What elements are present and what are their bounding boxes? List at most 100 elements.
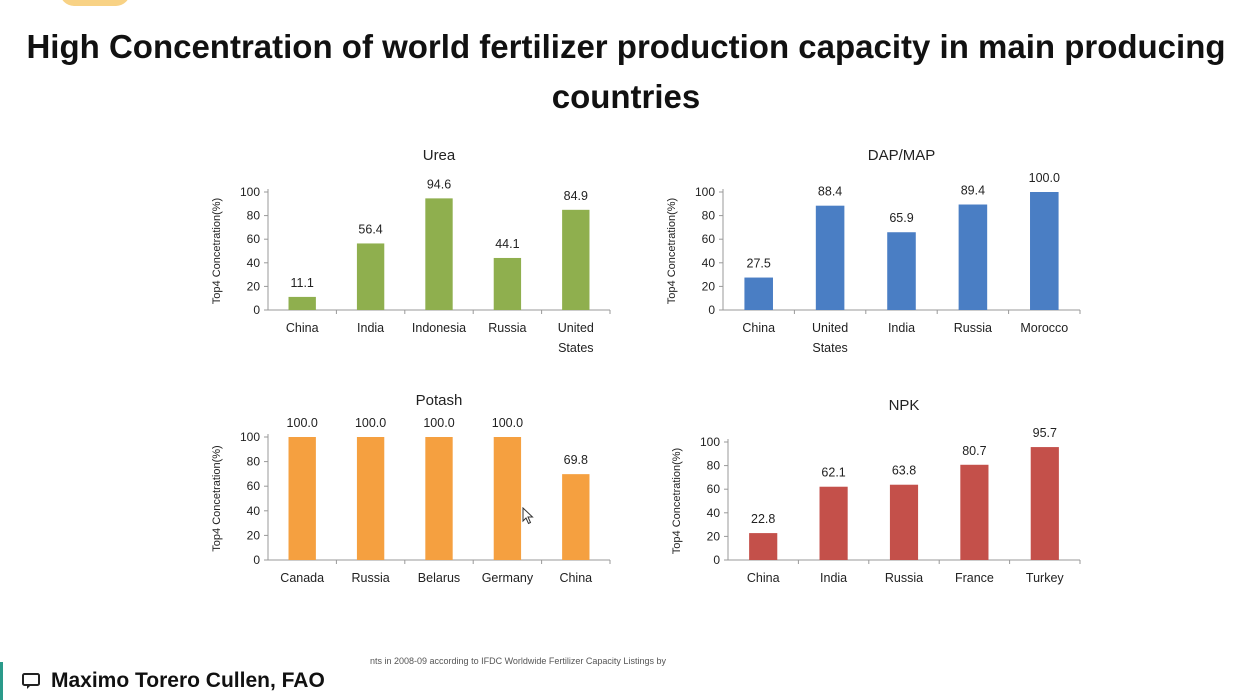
bar-russia <box>493 257 522 310</box>
x-tick-label-russia: Russia <box>351 571 389 585</box>
x-tick-label-china: China <box>742 321 775 335</box>
y-tick-label: 100 <box>240 430 260 444</box>
y-tick-label: 0 <box>713 553 720 567</box>
potash-chart-svg: Potash Top4 Concetration(%) 0 20 40 60 80 100 10… <box>211 392 611 585</box>
footnote: nts in 2008-09 according to IFDC Worldwi… <box>370 656 666 666</box>
data-label-china: 69.8 <box>564 453 588 467</box>
x-tick-label-turkey: Turkey <box>1026 571 1064 585</box>
x-tick-label-morocco: Morocco <box>1020 321 1068 335</box>
chart-title: Potash <box>416 392 463 409</box>
y-tick-label: 40 <box>247 504 261 518</box>
data-label-united-states: 88.4 <box>818 185 842 199</box>
data-label-germany: 100.0 <box>492 416 523 430</box>
y-tick-label: 80 <box>247 455 261 469</box>
y-tick-label: 80 <box>702 209 716 223</box>
data-label-india: 62.1 <box>821 466 845 480</box>
bar-russia <box>889 484 919 560</box>
x-tick-label-russia: Russia <box>954 321 992 335</box>
y-tick-label: 100 <box>240 185 260 199</box>
x-tick-label-belarus: Belarus <box>418 571 460 585</box>
x-tick-label-indonesia: Indonesia <box>412 321 466 335</box>
data-label-russia: 63.8 <box>892 464 916 478</box>
chart-title: DAP/MAP <box>868 147 936 164</box>
data-label-russia: 100.0 <box>355 416 386 430</box>
bar-france <box>960 464 989 560</box>
bar-india <box>887 232 916 310</box>
x-tick-label-china: China <box>286 321 319 335</box>
slide-title: High Concentration of world fertilizer p… <box>26 28 1226 115</box>
screen-share-icon <box>22 673 40 689</box>
urea-chart-svg: Urea Top4 Concetration(%) 0 20 40 60 80 100 11.1… <box>211 147 611 355</box>
dap-map-chart-svg: DAP/MAP Top4 Concetration(%) 0 20 40 60 80 100 2… <box>666 147 1081 355</box>
x-tick-label-france: France <box>955 571 994 585</box>
y-tick-label: 80 <box>247 209 261 223</box>
bar-belarus <box>425 437 453 560</box>
y-tick-label: 0 <box>253 303 260 317</box>
y-tick-label: 40 <box>247 256 261 270</box>
data-label-indonesia: 94.6 <box>427 177 451 191</box>
bar-china <box>744 277 773 310</box>
chart-title: Urea <box>423 147 456 164</box>
y-axis-label: Top4 Concetration(%) <box>671 448 683 554</box>
y-tick-label: 100 <box>700 435 720 449</box>
bar-russia <box>356 437 385 560</box>
y-tick-label: 60 <box>702 232 716 246</box>
bar-indonesia <box>425 198 453 310</box>
data-label-india: 65.9 <box>889 211 913 225</box>
y-tick-label: 20 <box>702 279 716 293</box>
bar-china <box>749 533 778 560</box>
x-tick-label-india: India <box>820 571 847 585</box>
x-tick-label-china: China <box>559 571 592 585</box>
bar-china <box>562 474 590 560</box>
y-tick-label: 40 <box>707 506 721 520</box>
data-label-france: 80.7 <box>962 444 986 458</box>
bar-united-states <box>562 209 590 310</box>
potash-chart: Potash Top4 Concetration(%) 0 20 40 60 80 100 10… <box>200 385 620 615</box>
y-tick-label: 20 <box>707 529 721 543</box>
data-label-china: 11.1 <box>290 276 313 290</box>
x-tick-label-india: India <box>888 321 915 335</box>
presenter-bar: Maximo Torero Cullen, FAO <box>0 662 333 700</box>
bar-turkey <box>1030 447 1059 560</box>
bar-canada <box>288 437 316 560</box>
data-label-china: 22.8 <box>751 512 775 526</box>
data-label-canada: 100.0 <box>287 416 318 430</box>
presenter-name: Maximo Torero Cullen, FAO <box>51 669 325 692</box>
data-label-india: 56.4 <box>358 222 382 236</box>
y-axis-label: Top4 Concetration(%) <box>211 445 223 551</box>
y-axis-label: Top4 Concetration(%) <box>211 198 223 304</box>
data-label-china: 27.5 <box>747 257 771 271</box>
data-label-russia: 89.4 <box>961 184 985 198</box>
bar-morocco <box>1030 192 1059 310</box>
y-tick-label: 60 <box>247 232 261 246</box>
npk-chart-svg: NPK Top4 Concetration(%) 0 20 40 60 80 100 22.8 C… <box>671 397 1081 585</box>
y-tick-label: 0 <box>253 553 260 567</box>
bar-india <box>819 486 848 560</box>
y-tick-label: 100 <box>695 185 715 199</box>
x-tick-label-russia: Russia <box>885 571 923 585</box>
x-tick-label-united-states: United States <box>558 321 594 355</box>
data-label-turkey: 95.7 <box>1033 426 1057 440</box>
data-label-belarus: 100.0 <box>423 416 454 430</box>
bar-india <box>356 243 385 310</box>
data-label-united-states: 84.9 <box>564 189 588 203</box>
x-tick-label-canada: Canada <box>280 571 324 585</box>
logo <box>60 0 130 6</box>
y-tick-label: 20 <box>247 279 261 293</box>
bar-united-states <box>815 205 845 310</box>
y-tick-label: 0 <box>708 303 715 317</box>
data-label-morocco: 100.0 <box>1029 171 1060 185</box>
y-tick-label: 60 <box>707 482 721 496</box>
x-tick-label-russia: Russia <box>488 321 526 335</box>
mouse-cursor-icon <box>522 507 534 525</box>
x-tick-label-united-states: United States <box>812 321 848 355</box>
npk-chart: NPK Top4 Concetration(%) 0 20 40 60 80 100 22.8 C… <box>660 390 1090 615</box>
bar-germany <box>493 437 522 560</box>
chart-title: NPK <box>889 397 920 414</box>
bar-russia <box>958 204 988 310</box>
x-tick-label-india: India <box>357 321 384 335</box>
urea-chart: Urea Top4 Concetration(%) 0 20 40 60 80 100 11.1… <box>200 140 620 365</box>
y-tick-label: 20 <box>247 528 261 542</box>
x-tick-label-germany: Germany <box>482 571 534 585</box>
y-tick-label: 80 <box>707 459 721 473</box>
